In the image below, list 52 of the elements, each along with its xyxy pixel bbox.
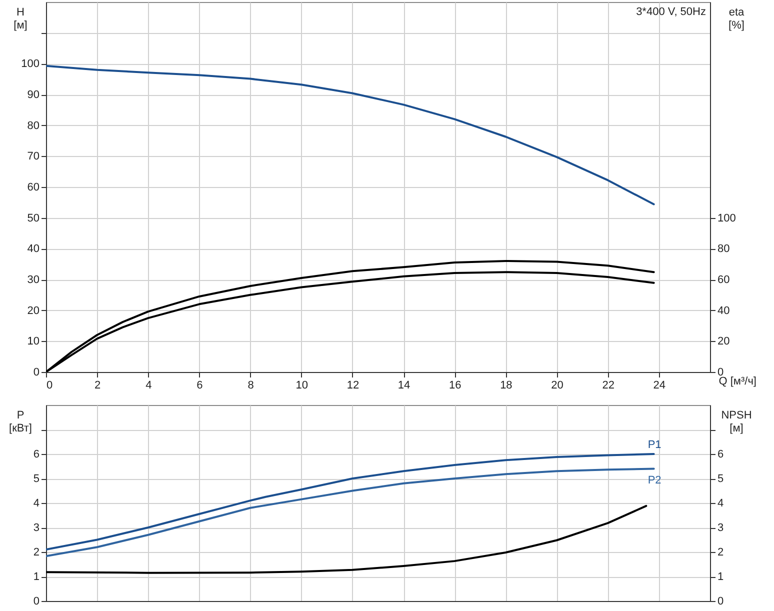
y-tick-label: 80: [27, 120, 40, 132]
x-tick-label: 6: [196, 380, 203, 392]
y-axis-title: P [кВт]: [9, 410, 32, 434]
y2-tick-label: 4: [718, 498, 724, 510]
y2-tick-label: 1: [718, 571, 724, 583]
y-tick-label: 6: [33, 448, 40, 460]
y-tick-label: 5: [33, 473, 40, 485]
y-axis-title: H [м]: [14, 6, 28, 32]
x-tick-label: 14: [398, 380, 410, 392]
y2-axis-title: NPSH [м]: [721, 410, 752, 434]
y2-tick-label: 80: [718, 243, 730, 256]
y2-axis-title: eta [%]: [728, 6, 746, 32]
y2-tick-label: 20: [718, 336, 730, 348]
y-tick-label: 70: [27, 150, 40, 163]
y-tick-label: 3: [33, 522, 40, 534]
y2-tick-label: 40: [718, 304, 730, 317]
y2-tick-label: 100: [718, 212, 736, 224]
series-label: P1: [648, 439, 662, 451]
x-tick-label: 8: [248, 380, 254, 392]
y2-tick-label: 60: [718, 274, 730, 286]
x-tick-label: 2: [94, 380, 101, 392]
y-tick-label: 100: [21, 58, 40, 70]
x-axis-title: Q [м³/ч]: [718, 376, 756, 388]
x-tick-label: 22: [602, 380, 614, 392]
y-tick-label: 20: [27, 304, 40, 317]
y-tick-label: 1: [33, 571, 40, 583]
y2-tick-label: 2: [718, 546, 724, 558]
x-tick-label: 12: [346, 380, 360, 392]
y2-tick-label: 0: [718, 596, 724, 608]
x-tick-label: 0: [46, 380, 53, 392]
x-tick-label: 18: [500, 380, 512, 392]
y-tick-label: 10: [27, 336, 40, 348]
annotation: 3*400 V, 50Hz: [636, 6, 706, 18]
x-tick-label: 10: [296, 380, 308, 392]
x-tick-label: 20: [551, 380, 564, 392]
y2-tick-label: 3: [718, 522, 724, 534]
y2-tick-label: 0: [718, 366, 724, 378]
x-tick-label: 4: [146, 380, 152, 392]
y-tick-label: 60: [27, 182, 40, 194]
y-tick-label: 40: [27, 243, 40, 256]
y-tick-label: 90: [27, 89, 40, 101]
x-tick-label: 16: [448, 380, 462, 392]
x-tick-label: 24: [653, 380, 666, 392]
y2-tick-label: 6: [718, 448, 724, 460]
y-tick-label: 0: [33, 366, 40, 378]
y-tick-label: 30: [27, 274, 40, 286]
y-tick-label: 0: [33, 596, 40, 608]
y2-tick-label: 5: [718, 473, 724, 485]
series-label: P2: [648, 474, 662, 487]
y-tick-label: 2: [33, 546, 40, 558]
y-tick-label: 4: [33, 498, 40, 510]
y-tick-label: 50: [27, 212, 40, 224]
